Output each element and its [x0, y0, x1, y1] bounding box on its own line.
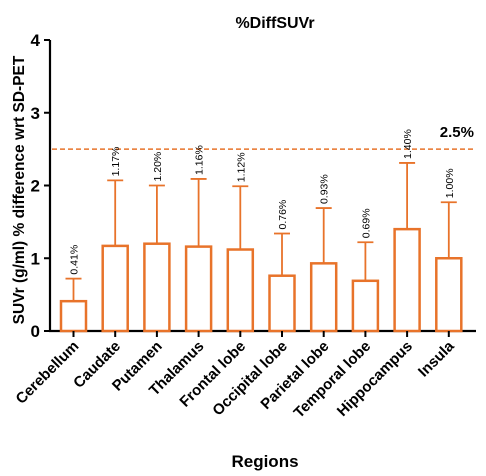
data-label: 1.00%	[444, 168, 456, 198]
data-label: 1.12%	[235, 152, 247, 182]
y-tick-label: 0	[31, 322, 40, 341]
bar	[435, 257, 463, 333]
bar	[268, 274, 296, 333]
reference-line-label: 2.5%	[440, 124, 474, 141]
bar	[393, 227, 421, 333]
data-label: 1.17%	[110, 147, 122, 177]
y-axis-label: SUVr (g/ml) % difference wrt SD-PET	[11, 55, 28, 324]
x-tick-label: Hippocampus	[334, 338, 416, 420]
x-tick-label: Insula	[415, 337, 458, 380]
data-label: 0.41%	[69, 245, 81, 275]
data-label: 1.20%	[152, 152, 164, 182]
x-axis-label: Regions	[231, 452, 298, 471]
bar	[226, 248, 255, 333]
bar	[184, 245, 213, 333]
data-label: 1.16%	[194, 145, 206, 175]
bar	[101, 244, 129, 333]
bar	[143, 242, 171, 333]
chart-title: %DiffSUVr	[235, 15, 314, 32]
y-tick-label: 3	[31, 104, 40, 123]
data-label: 0.93%	[319, 174, 331, 204]
data-label: 0.76%	[277, 200, 289, 230]
y-tick-label: 1	[31, 249, 40, 268]
bar	[351, 279, 380, 333]
y-tick-label: 4	[31, 31, 41, 50]
y-tick-label: 2	[31, 177, 40, 196]
bar	[309, 262, 338, 333]
data-label: 1.40%	[402, 129, 414, 159]
plot-area: 012342.5%0.41%Cerebellum1.17%Caudate1.20…	[13, 31, 476, 422]
bar	[59, 299, 88, 333]
x-tick-label: Cerebellum	[13, 338, 83, 408]
data-label: 0.69%	[360, 208, 372, 238]
